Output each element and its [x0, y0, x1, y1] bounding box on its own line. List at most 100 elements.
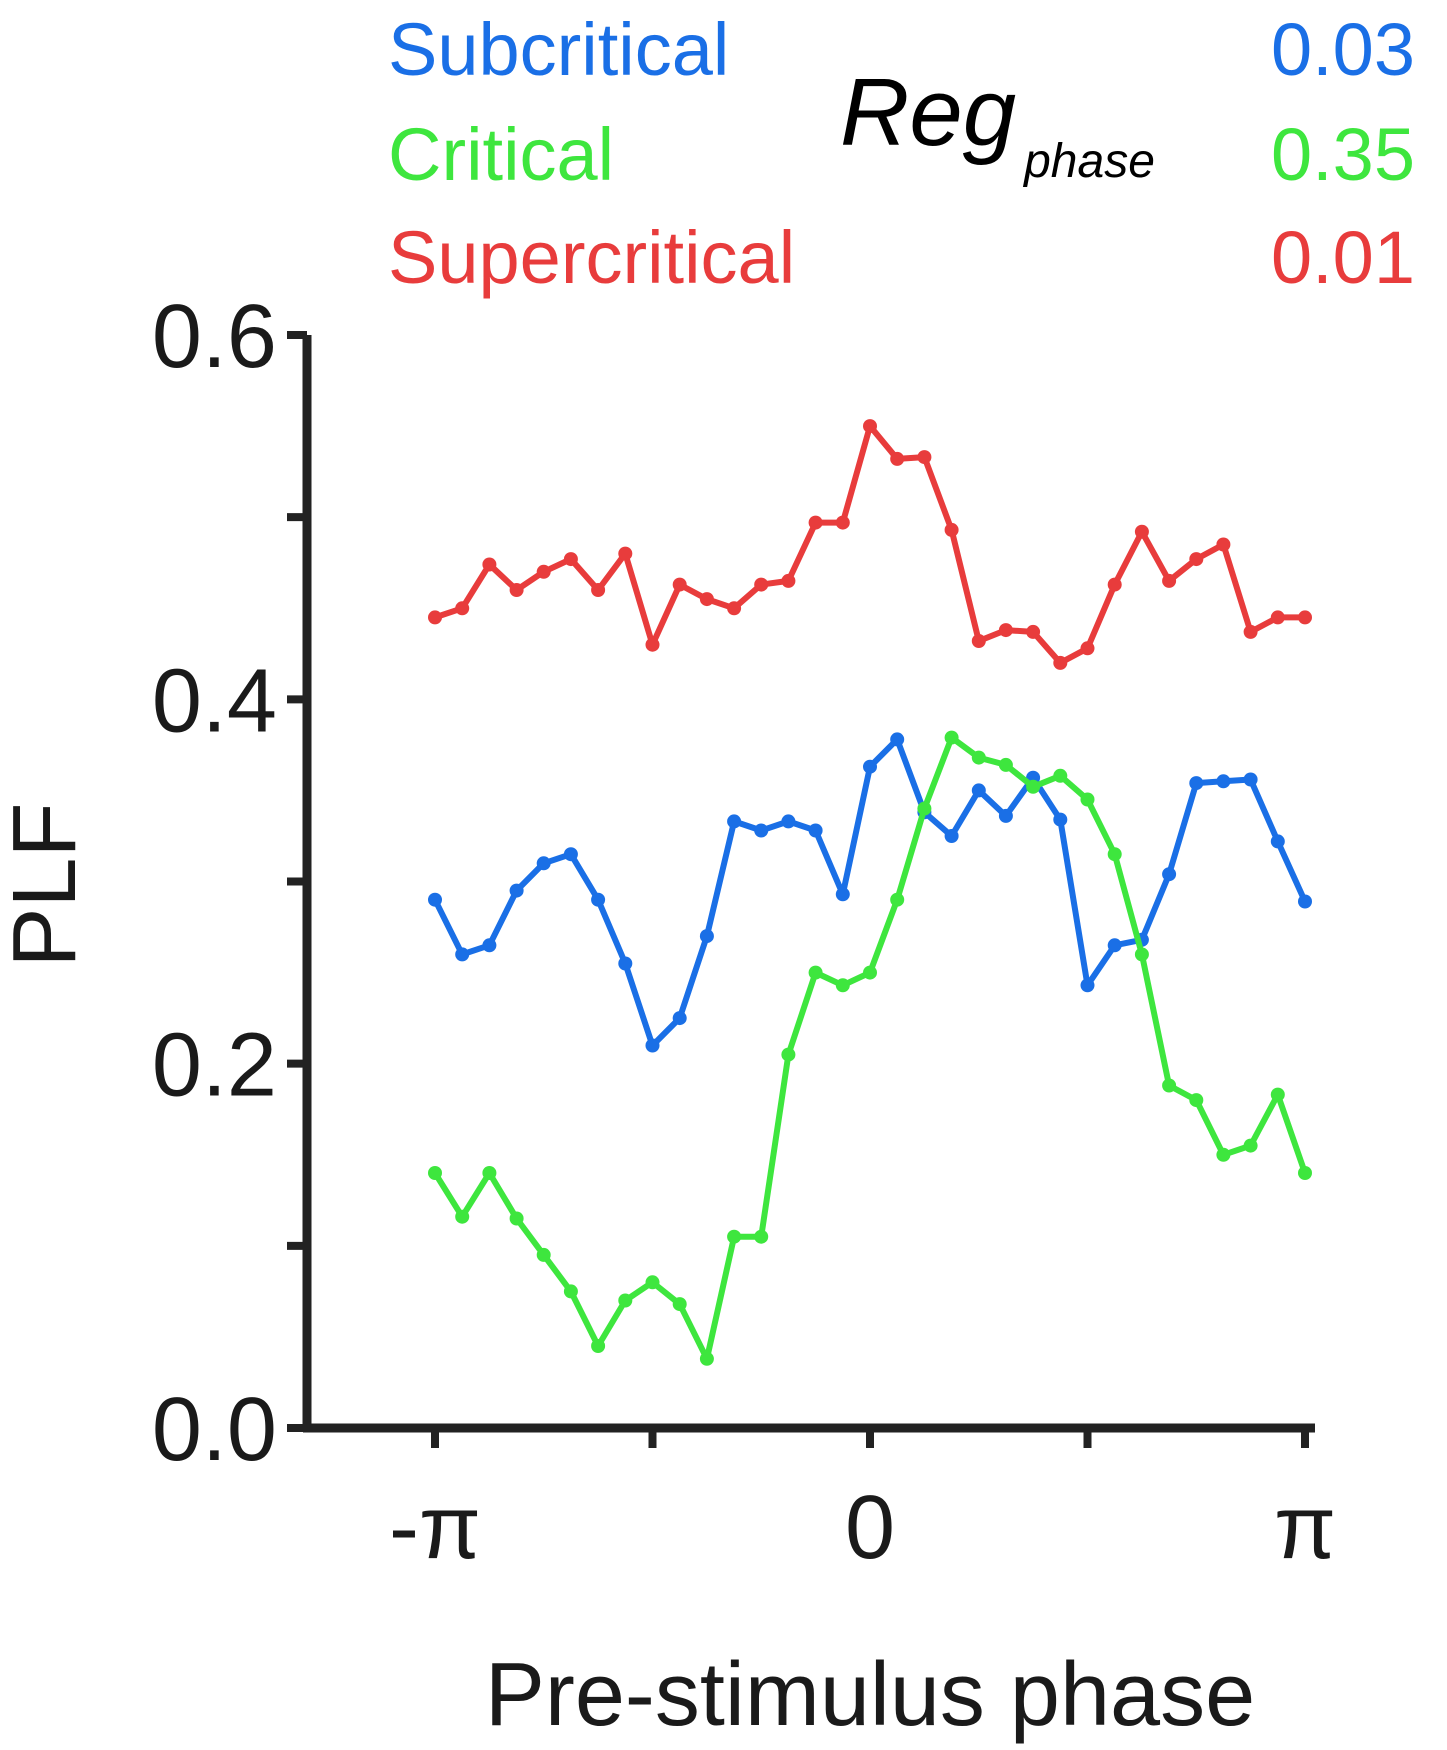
data-point	[781, 814, 796, 829]
data-point	[482, 1166, 497, 1180]
data-point	[1026, 624, 1041, 639]
data-point	[890, 732, 905, 747]
data-point	[944, 829, 959, 843]
data-point	[563, 552, 578, 567]
data-point	[944, 522, 959, 537]
legend-value-supercritical: 0.01	[1271, 216, 1415, 299]
data-point	[1053, 768, 1068, 783]
data-point	[672, 577, 687, 592]
data-point	[998, 623, 1013, 638]
data-point	[455, 601, 470, 616]
data-point	[563, 847, 578, 862]
data-point	[482, 938, 497, 953]
data-point	[428, 892, 442, 907]
axes: 0.0 0.2 0.4 0.6 -π 0 π	[152, 287, 1336, 1578]
data-point	[645, 1275, 660, 1290]
series-line-subcritical	[432, 736, 1308, 1049]
data-point	[699, 592, 714, 607]
legend-value-critical: 0.35	[1271, 113, 1415, 196]
data-point	[1298, 610, 1312, 625]
x-axis-label: Pre-stimulus phase	[485, 1645, 1255, 1745]
data-point	[1107, 577, 1122, 592]
data-point	[1162, 573, 1177, 588]
legend-label-critical: Critical	[388, 113, 614, 196]
data-point	[428, 610, 442, 625]
x-tick-label: 0	[845, 1478, 895, 1578]
data-point	[1216, 1147, 1231, 1162]
data-point	[781, 573, 796, 588]
legend: Subcritical 0.03 Critical 0.35 Supercritical…	[388, 8, 1415, 299]
data-point	[1216, 774, 1231, 789]
data-point	[591, 1339, 606, 1353]
data-point	[944, 730, 959, 745]
data-point	[699, 929, 714, 944]
data-point	[808, 823, 823, 838]
y-tick-label: 0.6	[152, 287, 277, 387]
data-point	[536, 564, 551, 579]
data-point	[917, 450, 932, 465]
reg-phase-header: Reg phase	[840, 59, 1155, 188]
data-point	[591, 583, 606, 597]
data-point	[1134, 947, 1149, 962]
data-point	[1189, 776, 1204, 791]
legend-label-subcritical: Subcritical	[388, 8, 729, 91]
data-point	[1243, 1138, 1258, 1153]
data-point	[1080, 792, 1095, 807]
data-point	[672, 1297, 687, 1312]
data-point	[971, 634, 986, 648]
data-point	[1298, 894, 1312, 909]
data-point	[509, 1211, 524, 1226]
data-point	[591, 892, 606, 907]
y-tick-label: 0.2	[152, 1016, 277, 1116]
data-point	[863, 965, 877, 980]
data-point	[971, 783, 986, 798]
data-point	[563, 1284, 578, 1299]
data-point	[998, 757, 1013, 772]
data-point	[727, 1229, 742, 1244]
data-point	[1026, 779, 1041, 794]
data-point	[536, 1247, 551, 1262]
data-point	[482, 557, 497, 572]
data-point	[754, 577, 769, 592]
data-point	[1162, 867, 1177, 882]
data-point	[1080, 978, 1095, 993]
data-point	[428, 1166, 442, 1180]
data-point	[645, 1038, 660, 1053]
data-point	[536, 856, 551, 871]
data-point	[509, 883, 524, 898]
data-point	[1107, 938, 1122, 953]
data-point	[618, 546, 633, 561]
data-point	[1189, 552, 1204, 567]
data-point	[971, 750, 986, 765]
data-point	[509, 583, 524, 597]
data-point	[835, 887, 850, 902]
legend-label-supercritical: Supercritical	[388, 216, 795, 299]
data-point	[727, 601, 742, 616]
data-point	[998, 808, 1013, 823]
data-point	[890, 451, 905, 466]
y-tick-label: 0.0	[152, 1380, 277, 1480]
data-point	[1162, 1078, 1177, 1093]
data-point	[1053, 655, 1068, 670]
data-point	[1298, 1166, 1312, 1180]
data-point	[1243, 772, 1258, 787]
data-point	[455, 1209, 470, 1224]
data-point	[455, 947, 470, 962]
data-point	[835, 515, 850, 530]
data-point	[672, 1011, 687, 1026]
x-tick-label: -π	[389, 1478, 481, 1578]
data-point	[754, 823, 769, 838]
x-tick-label: π	[1274, 1478, 1336, 1578]
data-point	[1053, 812, 1068, 827]
data-point	[1270, 610, 1285, 625]
reg-header-subscript: phase	[1022, 135, 1155, 188]
data-point	[781, 1047, 796, 1062]
series-critical	[428, 730, 1312, 1366]
data-point	[1216, 537, 1231, 552]
data-point	[1270, 1087, 1285, 1102]
reg-header-text: Reg phase	[840, 59, 1155, 188]
data-point	[1134, 524, 1149, 539]
series-line-critical	[432, 734, 1308, 1362]
series-subcritical	[428, 732, 1312, 1053]
